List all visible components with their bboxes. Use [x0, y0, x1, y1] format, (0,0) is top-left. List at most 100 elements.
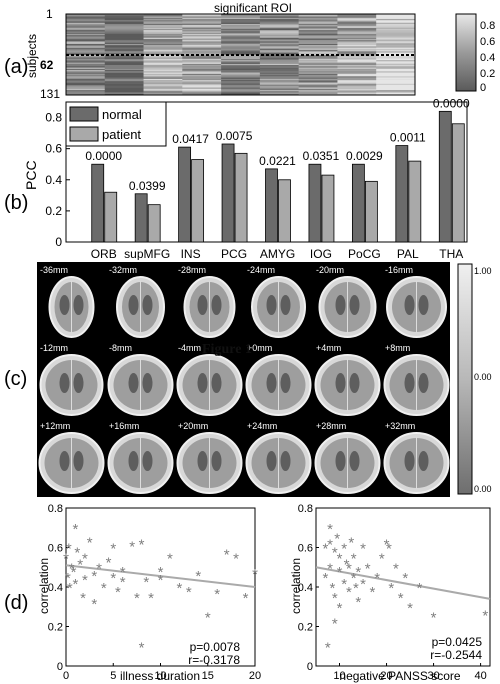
legend-label-patient: patient	[102, 127, 141, 142]
scatter1-point: *	[139, 639, 145, 656]
scatter1-point: *	[143, 574, 149, 591]
bar-normal-THA	[438, 110, 452, 243]
cb-tick-06: 0.6	[480, 36, 495, 48]
mri-slice-label: +32mm	[385, 421, 416, 431]
scatter2-point: *	[325, 639, 331, 656]
bar-normal-ORB	[91, 163, 105, 243]
scatter2-point: *	[365, 560, 371, 577]
scatter1-point: *	[63, 550, 69, 567]
scatter2-point: *	[332, 616, 338, 633]
bar-annotation-IOG: 0.0351	[303, 149, 340, 163]
scatter1-point: *	[158, 564, 164, 581]
scatter1-point: *	[67, 580, 73, 597]
scatter1-ytick: 0.8	[48, 503, 63, 515]
panel-label-c: (c)	[4, 368, 28, 390]
ytick-1: 1	[46, 7, 53, 21]
bar-annotation-INS: 0.0417	[172, 132, 209, 146]
bar-normal-PCG	[221, 143, 235, 243]
scatter2-point: *	[370, 584, 376, 601]
mri-slice-label: +20mm	[178, 421, 209, 431]
panel-label-d: (d)	[4, 592, 29, 614]
scatter2-point: *	[344, 556, 350, 573]
scatter1-stat-r: r=-0.3178	[188, 653, 240, 667]
scatter2-point: *	[388, 580, 394, 597]
scatter2-point: *	[332, 544, 338, 561]
scatter2-point: *	[384, 537, 390, 554]
mri-slice-+0mm: +0mm	[244, 340, 313, 418]
scatter2-xtick: 40	[474, 670, 486, 682]
scatter2-point: *	[337, 600, 343, 617]
scatter2-point: *	[322, 541, 328, 558]
scatter1-xlabel: illness duration	[120, 669, 200, 683]
bar-category-INS: INS	[181, 247, 201, 260]
scatter1-trend-line	[65, 564, 256, 588]
cb-tick-0: 0	[480, 82, 486, 94]
bar-annotation-AMYG: 0.0221	[259, 154, 296, 168]
bar-annotation-supMFG: 0.0399	[129, 179, 166, 193]
scatter2-point: *	[351, 550, 357, 567]
scatter1-point: *	[82, 572, 88, 589]
scatter2-point: *	[330, 580, 336, 597]
scatter1-ylabel: correlation	[37, 558, 51, 614]
scatter2-ytick: 0	[307, 661, 313, 673]
heatmap-title: significant ROI	[214, 1, 292, 15]
scatter1-point: *	[233, 550, 239, 567]
mri-slice--28mm: -28mm	[175, 262, 244, 340]
scatter2-point: *	[360, 576, 366, 593]
scatter1-point: *	[96, 560, 102, 577]
mri-slice-label: +28mm	[316, 421, 347, 431]
mri-slice--4mm: -4mm	[175, 340, 244, 418]
scatter2-point: *	[398, 590, 404, 607]
scatter1-point: *	[148, 590, 154, 607]
bar-patient-PCG	[234, 152, 248, 243]
scatter1-xtick: 0	[63, 670, 69, 682]
scatter2-point: *	[334, 531, 340, 548]
scatter2-point: *	[353, 580, 359, 597]
mri-slice--12mm: -12mm	[37, 340, 106, 418]
scatter1-point: *	[120, 564, 126, 581]
scatter1-ytick: 0.6	[48, 543, 63, 555]
scatter1-point: *	[87, 535, 93, 552]
scatter2-stat-r: r=-0.2544	[430, 648, 482, 662]
bar-patient-ORB	[104, 191, 118, 243]
scatter2-point: *	[374, 570, 380, 587]
bar-patient-THA	[451, 123, 465, 243]
scatter1-point: *	[91, 596, 97, 613]
scatter2-point: *	[417, 580, 423, 597]
scatter2-ytick: 0.8	[298, 503, 313, 515]
scatter2-point: *	[327, 537, 333, 554]
scatter1-point: *	[120, 574, 126, 591]
scatter2-point: *	[407, 600, 413, 617]
scatter1-ytick: 0.4	[48, 582, 63, 594]
mri-slice-+32mm: +32mm	[382, 418, 451, 496]
bar-ylabel: PCC	[23, 160, 39, 190]
scatter2-point: *	[327, 560, 333, 577]
scatter2-point: *	[327, 521, 333, 538]
heatmap-colorbar	[455, 13, 477, 92]
cb-tick-08: 0.8	[480, 20, 495, 32]
mri-cb-tick-mid: 0.00	[474, 372, 492, 382]
scatter1-point: *	[205, 610, 211, 627]
panel-label-b: (b)	[4, 192, 29, 214]
bar-patient-IOG	[321, 174, 335, 243]
pcc-bar-chart: PCC 0 0.2 0.4 0.6 0.8 0.0000 0.0399 0.0417 0.00…	[23, 98, 470, 260]
scatter1-point: *	[224, 546, 230, 563]
cb-tick-02: 0.2	[480, 68, 495, 80]
bar-ytick-label: 0.6	[45, 142, 62, 156]
mri-slice-label: +4mm	[316, 343, 342, 353]
mri-slice-+12mm: +12mm	[37, 418, 106, 496]
mri-slice-label: +0mm	[247, 343, 273, 353]
scatter1-xtick: 20	[249, 670, 261, 682]
scatter2-xtick: 30	[427, 670, 439, 682]
bar-category-ORB: ORB	[91, 247, 117, 260]
bar-category-THA: THA	[439, 247, 463, 260]
scatter1-point: *	[167, 550, 173, 567]
scatter1-point: *	[80, 590, 86, 607]
mri-colorbar-panel: 1.00 0.00 0.00	[457, 263, 492, 495]
mri-slice-label: -16mm	[385, 265, 414, 275]
scatter1-point: *	[115, 584, 121, 601]
heatmap-ylabel: subjects	[25, 34, 39, 78]
bar-category-PoCG: PoCG	[348, 247, 381, 260]
mri-slice-label: -32mm	[109, 265, 138, 275]
scatter1-xtick: 5	[110, 670, 116, 682]
